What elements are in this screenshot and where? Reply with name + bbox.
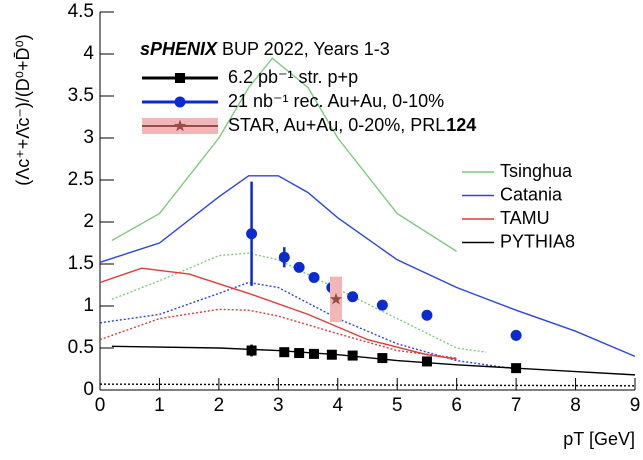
- legend-label: Tsinghua: [500, 161, 573, 181]
- data-point: [246, 345, 257, 356]
- x-tick-label: 6: [451, 395, 462, 416]
- y-tick-label: 3.5: [68, 85, 94, 106]
- x-tick-label: 5: [392, 395, 403, 416]
- y-tick-label: 4.5: [68, 1, 94, 22]
- y-tick-label: 1.5: [68, 253, 94, 274]
- model-curve: [99, 175, 636, 358]
- y-tick-label: 0: [83, 379, 94, 400]
- y-tick-label: 2.5: [68, 169, 94, 190]
- data-point: [377, 353, 388, 364]
- data-point: [329, 292, 343, 305]
- model-curve: [99, 383, 636, 387]
- legend-label: TAMU: [500, 208, 550, 228]
- data-point: [511, 363, 522, 374]
- x-axis-label: pT [GeV]: [563, 429, 635, 449]
- model-curve: [111, 345, 636, 376]
- x-tick-label: 9: [630, 395, 641, 416]
- data-point: [326, 349, 337, 360]
- legend-marker: [173, 119, 187, 132]
- x-tick-label: 0: [95, 395, 106, 416]
- legend-marker: [175, 73, 185, 83]
- y-tick-label: 3: [83, 127, 94, 148]
- data-point: [421, 309, 433, 321]
- y-tick-label: 1: [83, 295, 94, 316]
- x-tick-label: 2: [214, 395, 225, 416]
- data-point: [293, 261, 305, 273]
- x-tick-label: 7: [511, 395, 522, 416]
- data-point: [294, 348, 305, 359]
- x-tick-label: 1: [154, 395, 165, 416]
- data-point: [279, 347, 290, 358]
- y-tick-label: 4: [83, 43, 94, 64]
- data-point: [347, 350, 358, 361]
- legend-marker: [174, 96, 186, 108]
- data-point: [246, 228, 258, 240]
- x-tick-label: 3: [273, 395, 284, 416]
- chart-title: BUP 2022, Years 1-3: [222, 39, 390, 59]
- data-point: [308, 271, 320, 283]
- data-point: [347, 291, 359, 303]
- legend-label: 6.2 pb⁻¹ str. p+p: [228, 67, 358, 87]
- legend-label: PYTHIA8: [500, 231, 575, 251]
- data-point: [510, 329, 522, 341]
- y-tick-label: 0.5: [68, 337, 94, 358]
- legend-label: STAR, Au+Au, 0-20%, PRL: [228, 115, 445, 135]
- data-point: [278, 251, 290, 263]
- model-curve: [111, 57, 458, 252]
- data-point: [376, 299, 388, 311]
- legend-label: 21 nb⁻¹ rec. Au+Au, 0-10%: [228, 91, 444, 111]
- legend-label-bold: 124: [446, 115, 476, 135]
- data-point: [309, 348, 319, 359]
- x-tick-label: 4: [332, 395, 343, 416]
- y-axis-label: (Λc⁺+Λ̄c⁻)/(D⁰+D̄⁰): [13, 34, 33, 185]
- y-tick-label: 2: [83, 211, 94, 232]
- title-bold: sPHENIX: [140, 39, 218, 59]
- data-point: [421, 356, 432, 367]
- model-curve: [99, 308, 457, 359]
- legend-label: Catania: [500, 184, 563, 204]
- model-curve: [99, 281, 517, 370]
- x-tick-label: 8: [570, 395, 581, 416]
- model-curve: [99, 267, 457, 360]
